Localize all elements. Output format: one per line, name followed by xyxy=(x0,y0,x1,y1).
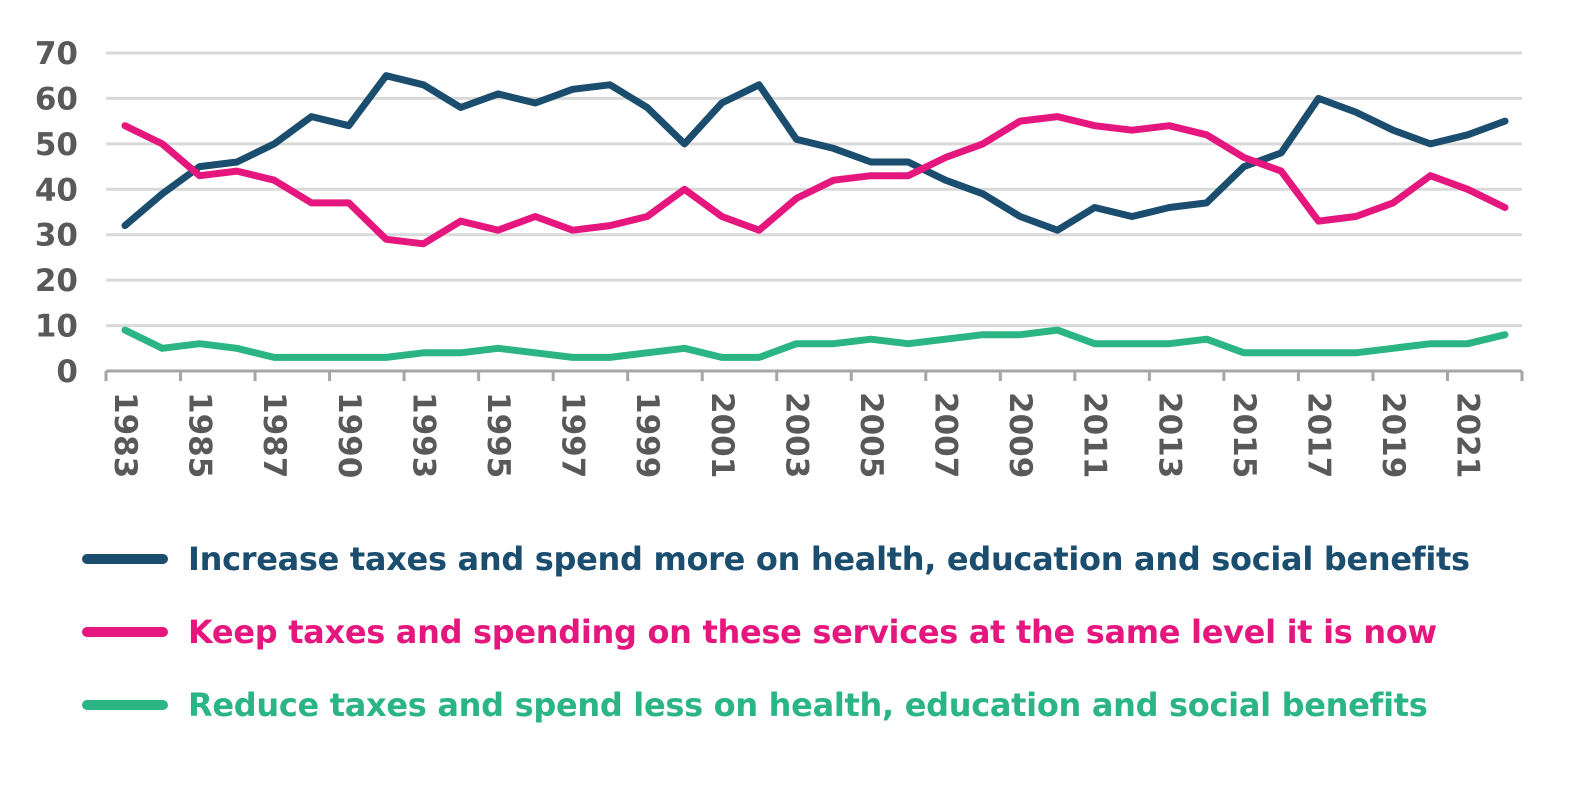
x-tick-label-1993: 1993 xyxy=(405,392,441,478)
series-line-reduce xyxy=(121,326,1509,361)
legend-item-reduce: Reduce taxes and spend less on health, e… xyxy=(82,668,1470,741)
legend-swatch-increase xyxy=(82,553,168,564)
y-tick-label-30: 30 xyxy=(35,218,78,254)
y-tick-label-10: 10 xyxy=(35,309,78,345)
y-tick-label-60: 60 xyxy=(35,81,78,117)
series-line-increase xyxy=(121,72,1509,234)
x-tick-label-2013: 2013 xyxy=(1151,392,1187,478)
legend-swatch-reduce xyxy=(82,699,168,710)
y-tick-label-70: 70 xyxy=(35,36,78,72)
legend-item-increase: Increase taxes and spend more on health,… xyxy=(82,522,1470,595)
y-tick-label-0: 0 xyxy=(56,354,78,390)
x-tick-label-2007: 2007 xyxy=(928,392,964,478)
legend-swatch-keep xyxy=(82,626,168,637)
x-tick-label-2005: 2005 xyxy=(853,392,889,478)
y-axis-tick-labels: 0 10 20 30 40 50 60 70 xyxy=(35,36,78,390)
legend-label-keep: Keep taxes and spending on these service… xyxy=(188,612,1437,651)
series-lines xyxy=(121,72,1509,361)
x-tick-label-2019: 2019 xyxy=(1375,392,1411,478)
x-tick-label-2003: 2003 xyxy=(778,392,814,478)
x-tick-label-1985: 1985 xyxy=(182,392,218,478)
y-tick-label-20: 20 xyxy=(35,263,78,299)
legend-label-increase: Increase taxes and spend more on health,… xyxy=(188,539,1470,578)
legend-label-reduce: Reduce taxes and spend less on health, e… xyxy=(188,685,1428,724)
x-tick-label-1990: 1990 xyxy=(331,392,367,478)
x-tick-label-2011: 2011 xyxy=(1077,392,1113,478)
x-axis-tick-labels: 1983 1985 1987 1990 1993 1995 1997 1999 2001 2003… xyxy=(107,392,1486,478)
legend-item-keep: Keep taxes and spending on these service… xyxy=(82,595,1470,668)
x-tick-label-1995: 1995 xyxy=(480,392,516,478)
x-tick-label-2001: 2001 xyxy=(704,392,740,478)
x-tick-label-2015: 2015 xyxy=(1226,392,1262,478)
x-tick-label-1983: 1983 xyxy=(107,392,143,478)
y-tick-label-50: 50 xyxy=(35,127,78,163)
x-tick-label-2017: 2017 xyxy=(1301,392,1337,478)
x-tick-label-1999: 1999 xyxy=(629,392,665,478)
series-line-keep xyxy=(121,113,1509,248)
x-tick-label-2009: 2009 xyxy=(1002,392,1038,478)
y-tick-label-40: 40 xyxy=(35,172,78,208)
x-tick-label-1987: 1987 xyxy=(256,392,292,478)
x-tick-label-2021: 2021 xyxy=(1450,392,1486,478)
legend: Increase taxes and spend more on health,… xyxy=(82,522,1470,741)
x-axis xyxy=(104,369,1524,381)
x-tick-label-1997: 1997 xyxy=(555,392,591,478)
